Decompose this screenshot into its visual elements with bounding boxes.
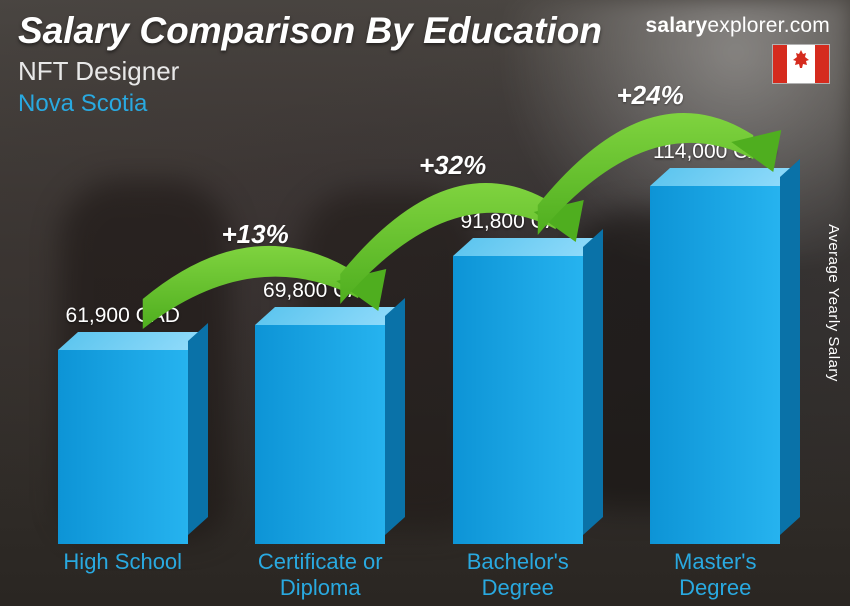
bar-slot: 114,000 CAD	[617, 186, 815, 544]
bar-value-label: 69,800 CAD	[263, 279, 377, 303]
bar-side	[583, 229, 603, 535]
bar-value-label: 61,900 CAD	[66, 304, 180, 328]
bar: 61,900 CAD	[58, 350, 188, 544]
flag-center	[787, 45, 815, 83]
bar-front	[650, 186, 780, 544]
brand-strong: salary	[645, 14, 707, 37]
bar-top	[453, 238, 603, 256]
percent-increase-label: +24%	[617, 80, 684, 111]
maple-leaf-icon	[790, 50, 812, 79]
x-axis-label: High School	[24, 549, 222, 600]
brand-light: explorer	[707, 14, 783, 37]
bars-container: 61,900 CAD 69,800 CAD 91,800 CAD 114,000 CA…	[24, 124, 814, 544]
bar-side	[188, 323, 208, 535]
bar-front	[453, 256, 583, 544]
bar-front	[58, 350, 188, 544]
location-label: Nova Scotia	[18, 90, 147, 118]
x-axis-label: Bachelor'sDegree	[419, 549, 617, 600]
bar-slot: 69,800 CAD	[222, 325, 420, 544]
bar-front	[255, 325, 385, 544]
bar-chart: 61,900 CAD 69,800 CAD 91,800 CAD 114,000 CA…	[24, 124, 814, 544]
bar-value-label: 114,000 CAD	[653, 140, 778, 164]
percent-increase-label: +13%	[222, 219, 289, 250]
flag-canada	[772, 44, 830, 84]
brand-tld: .com	[784, 14, 830, 37]
bar-slot: 61,900 CAD	[24, 350, 222, 544]
percent-increase-label: +32%	[419, 150, 486, 181]
x-axis-labels: High SchoolCertificate orDiplomaBachelor…	[24, 549, 814, 600]
bar-top	[255, 307, 405, 325]
y-axis-label: Average Yearly Salary	[825, 224, 842, 382]
bar-top	[650, 168, 800, 186]
bar: 91,800 CAD	[453, 256, 583, 544]
job-title: NFT Designer	[18, 56, 179, 87]
bar-top	[58, 332, 208, 350]
bar-side	[780, 159, 800, 535]
flag-stripe	[815, 45, 829, 83]
bar-value-label: 91,800 CAD	[461, 210, 575, 234]
flag-stripe	[773, 45, 787, 83]
x-axis-label: Master'sDegree	[617, 549, 815, 600]
bar: 114,000 CAD	[650, 186, 780, 544]
brand-watermark: salaryexplorer.com	[645, 14, 830, 38]
bar: 69,800 CAD	[255, 325, 385, 544]
x-axis-label: Certificate orDiploma	[222, 549, 420, 600]
bar-side	[385, 298, 405, 535]
bar-slot: 91,800 CAD	[419, 256, 617, 544]
page-title: Salary Comparison By Education	[18, 10, 602, 52]
infographic-stage: Salary Comparison By Education NFT Desig…	[0, 0, 850, 606]
